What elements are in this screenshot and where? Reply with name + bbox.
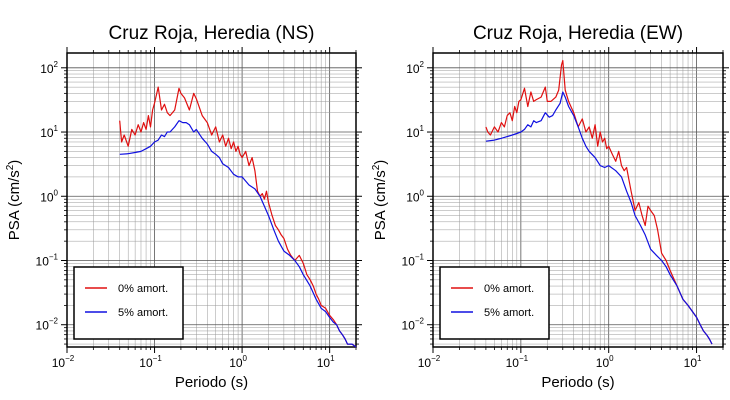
legend: 0% amort. 5% amort.: [439, 266, 550, 340]
x-tick-label: 100: [596, 354, 614, 370]
legend-label: 5% amort.: [118, 307, 168, 319]
y-axis-label: PSA (cm/s2): [5, 160, 23, 241]
y-tick-label: 10−1: [402, 252, 425, 268]
series-line-blue: [485, 91, 713, 345]
x-tick-label: 100: [229, 354, 247, 370]
x-tick-label: 101: [317, 354, 335, 370]
x-tick-label: 10−2: [52, 354, 75, 370]
y-axis-label: PSA (cm/s2): [371, 160, 389, 241]
y-tick-label: 101: [40, 124, 58, 140]
chart-title: Cruz Roja, Heredia (EW): [473, 23, 683, 44]
chart-panel-2: 10−2 10−1 100 101 10−2 10−1 100 101 102 0% amort.…: [371, 23, 729, 391]
plot-frame: [66, 52, 357, 348]
y-tick-label: 102: [406, 60, 424, 76]
y-tick-label: 10−2: [36, 317, 59, 333]
legend-label: 0% amort.: [118, 283, 168, 295]
chart-title: Cruz Roja, Heredia (NS): [109, 23, 315, 44]
y-tick-label: 102: [40, 60, 58, 76]
x-tick-label: 10−1: [506, 354, 529, 370]
plot-frame: [432, 52, 724, 348]
x-tick-label: 101: [684, 354, 702, 370]
grid: [432, 53, 724, 347]
series-line-blue: [119, 120, 357, 348]
legend-label: 0% amort.: [484, 283, 534, 295]
x-axis-label: Periodo (s): [175, 374, 248, 391]
y-tick-label: 100: [40, 188, 58, 204]
series-line-red: [119, 86, 357, 348]
x-tick-label: 10−1: [139, 354, 162, 370]
y-tick-label: 10−2: [402, 317, 425, 333]
legend-box: [73, 266, 184, 340]
series-line-red: [485, 59, 713, 345]
grid: [66, 53, 357, 347]
y-tick-label: 10−1: [36, 252, 59, 268]
legend-label: 5% amort.: [484, 307, 534, 319]
legend-box: [439, 266, 550, 340]
chart-panel-1: 10−2 10−1 100 101 10−2 10−1 100 101 102 0% amort.…: [5, 23, 362, 391]
y-tick-label: 101: [406, 124, 424, 140]
x-tick-label: 10−2: [418, 354, 441, 370]
x-axis-label: Periodo (s): [541, 374, 614, 391]
legend: 0% amort. 5% amort.: [73, 266, 184, 340]
y-tick-label: 100: [406, 188, 424, 204]
